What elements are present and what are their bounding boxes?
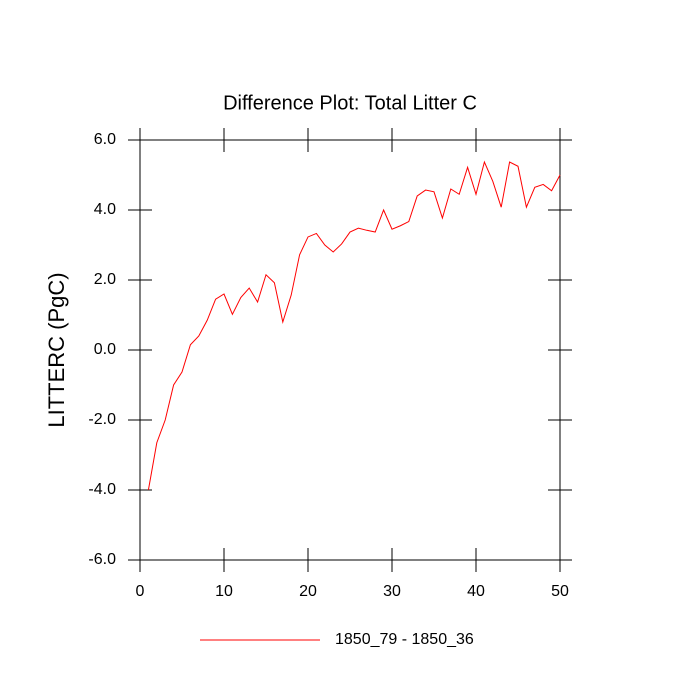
plot-frame [139,139,561,561]
y-axis-label: LITTERC (PgC) [44,272,69,427]
data-line [147,160,561,491]
chart-title: Difference Plot: Total Litter C [223,92,477,114]
x-tick-label: 30 [383,583,401,600]
y-tick-label: 6.0 [94,131,116,148]
y-tick-label: 4.0 [94,201,116,218]
y-tick-label: -2.0 [88,411,116,428]
y-tick-label: 2.0 [94,271,116,288]
x-tick-label: 20 [299,583,317,600]
x-tick-label: 10 [215,583,233,600]
x-tick-label: 40 [467,583,485,600]
y-tick-label: -6.0 [88,551,116,568]
y-tick-label: -4.0 [88,481,116,498]
x-tick-label: 50 [551,583,569,600]
x-tick-label: 0 [136,583,145,600]
y-tick-label: 0.0 [94,341,116,358]
legend-label: 1850_79 - 1850_36 [335,631,474,648]
